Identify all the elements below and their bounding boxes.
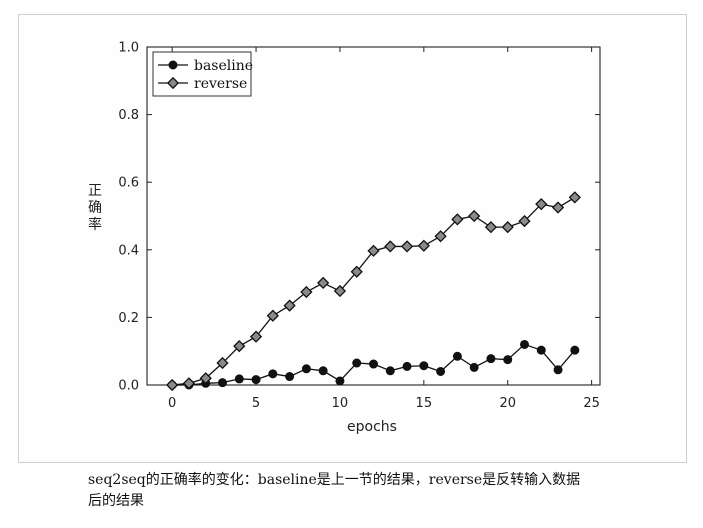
data-point-reverse <box>468 209 481 223</box>
y-axis-label: 正确率 <box>88 183 102 233</box>
x-tick-label: 15 <box>416 396 433 411</box>
x-axis-label: epochs <box>347 419 397 435</box>
data-point-reverse <box>417 239 430 252</box>
series-layer <box>166 191 581 392</box>
x-tick-label: 10 <box>332 396 349 411</box>
data-point-reverse <box>166 378 179 392</box>
x-tick-label: 5 <box>252 396 260 411</box>
legend-marker-baseline <box>168 60 178 70</box>
legend-marker-reverse <box>166 76 180 90</box>
legend-box <box>152 51 252 97</box>
x-tick-label: 25 <box>583 396 600 411</box>
data-point-baseline <box>536 345 546 355</box>
caption-line-1: seq2seq的正确率的变化：baseline是上一节的结果，reverse是反… <box>88 472 581 488</box>
data-point-baseline <box>268 369 278 379</box>
data-point-reverse <box>249 330 263 343</box>
data-point-reverse <box>384 240 397 253</box>
figure-caption: seq2seq的正确率的变化：baseline是上一节的结果，reverse是反… <box>88 470 678 512</box>
data-point-baseline <box>335 376 345 386</box>
data-point-reverse <box>216 356 229 370</box>
data-point-baseline <box>301 364 311 374</box>
x-tick-label: 0 <box>168 396 176 411</box>
data-point-baseline <box>352 358 362 368</box>
y-tick-label: 1.0 <box>118 41 139 56</box>
data-point-baseline <box>318 366 328 376</box>
data-point-baseline <box>218 378 227 388</box>
series-baseline <box>167 339 580 390</box>
y-tick-label: 0.0 <box>118 379 139 394</box>
data-point-reverse <box>233 340 246 353</box>
data-point-reverse <box>182 377 196 390</box>
data-point-reverse <box>434 230 447 243</box>
data-point-reverse <box>501 221 514 234</box>
data-point-reverse <box>551 201 565 214</box>
data-point-reverse <box>283 299 296 312</box>
caption-line-2: 后的结果 <box>88 493 144 509</box>
data-point-reverse <box>300 285 313 299</box>
x-axis: 0 5 10 15 20 25 <box>168 47 600 411</box>
line-chart: 0.0 0.2 0.4 0.6 0.8 1.0 0 5 10 15 20 25 epochs 正确率… <box>88 41 601 435</box>
data-point-baseline <box>486 354 496 364</box>
data-point-baseline <box>419 361 429 371</box>
y-tick-label: 0.4 <box>118 243 139 258</box>
data-point-reverse <box>400 240 414 253</box>
legend: baseline reverse <box>152 51 253 97</box>
plot-frame <box>146 46 601 386</box>
y-tick-label: 0.2 <box>118 311 139 326</box>
data-point-reverse <box>451 213 464 226</box>
data-point-reverse <box>568 191 581 204</box>
data-point-baseline <box>234 374 244 384</box>
data-point-baseline <box>452 351 462 361</box>
data-point-reverse <box>199 372 212 385</box>
data-point-reverse <box>350 265 363 278</box>
data-point-baseline <box>369 359 378 369</box>
data-point-baseline <box>251 375 261 385</box>
data-point-baseline <box>285 372 295 382</box>
data-point-reverse <box>518 214 531 228</box>
data-point-baseline <box>570 345 580 355</box>
data-point-baseline <box>385 366 395 376</box>
y-tick-label: 0.8 <box>118 108 139 123</box>
data-point-reverse <box>535 198 548 211</box>
data-point-reverse <box>367 244 380 257</box>
data-point-reverse <box>266 309 279 322</box>
series-line-reverse <box>172 196 576 386</box>
data-point-baseline <box>503 355 513 365</box>
y-tick-label: 0.6 <box>118 176 139 191</box>
legend-label-baseline: baseline <box>194 58 253 74</box>
data-point-baseline <box>553 365 563 375</box>
data-point-baseline <box>402 361 412 371</box>
data-point-reverse <box>317 276 330 290</box>
plot-area <box>146 46 601 386</box>
y-axis: 0.0 0.2 0.4 0.6 0.8 1.0 <box>118 41 600 394</box>
figure-frame <box>18 14 687 463</box>
series-reverse <box>166 191 581 392</box>
data-point-baseline <box>469 362 479 372</box>
x-tick-label: 20 <box>499 396 516 411</box>
data-point-reverse <box>333 284 347 298</box>
data-point-baseline <box>520 339 529 349</box>
data-point-reverse <box>484 221 498 234</box>
legend-label-reverse: reverse <box>194 76 247 92</box>
data-point-baseline <box>436 366 446 376</box>
